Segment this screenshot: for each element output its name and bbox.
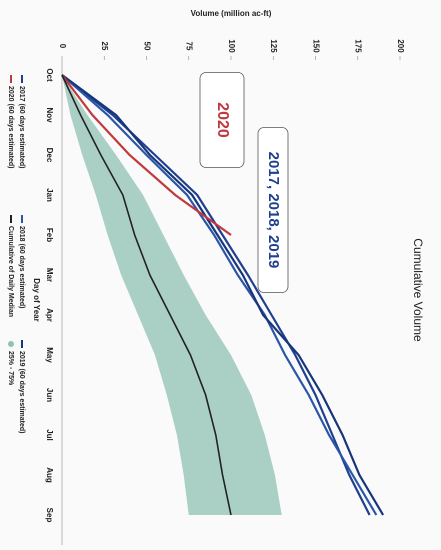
annotation-text: 2017, 2018, 2019 (265, 152, 282, 269)
x-tick-label: Jun (45, 388, 54, 402)
y-tick-label: 175 (354, 39, 363, 53)
y-tick-label: 75 (185, 42, 194, 51)
x-tick-label: Apr (45, 308, 54, 322)
series-line (61, 74, 232, 516)
x-tick-label: Dec (45, 148, 54, 163)
legend-label: 2020 (60 days estimated) (7, 86, 14, 169)
x-tick-label: Jan (45, 188, 54, 202)
x-tick-label: Mar (45, 268, 54, 282)
x-axis-title: Day of Year (32, 278, 41, 321)
legend-label: 2019 (60 days estimated) (18, 351, 25, 434)
annotation-box (199, 72, 245, 168)
legend-label: 2018 (60 days estimated) (18, 226, 25, 309)
x-tick-label: Oct (45, 68, 54, 82)
y-tick-label: 125 (269, 39, 278, 53)
legend-label: 2017 (60 days estimated) (18, 86, 25, 169)
legend-label: 25% - 75% (7, 351, 14, 386)
chart-title: Cumulative Volume (411, 238, 425, 342)
x-tick-label: Feb (45, 228, 54, 242)
y-tick-label: 25 (100, 42, 109, 51)
rotated-chart: Cumulative Volume Day of Year Volume (mi… (7, 9, 425, 545)
legend-label: Cumulative of Daily Median (7, 226, 14, 317)
legend-swatch (8, 341, 14, 347)
y-tick-label: 100 (227, 39, 236, 53)
x-tick-label: May (45, 347, 54, 363)
y-tick-label: 200 (396, 39, 405, 53)
y-tick-label: 0 (58, 44, 67, 49)
annotation-text: 2020 (214, 102, 231, 138)
series-line (61, 74, 371, 516)
y-tick-label: 50 (142, 42, 151, 51)
y-tick-label: 150 (311, 39, 320, 53)
x-tick-label: Sep (45, 508, 54, 523)
annotation-box (257, 127, 289, 293)
x-tick-label: Aug (45, 467, 54, 483)
x-tick-label: Jul (45, 429, 54, 441)
series-line (61, 74, 385, 516)
y-axis-title: Volume (million ac-ft) (191, 9, 272, 18)
series-line (61, 74, 232, 236)
x-tick-label: Nov (45, 107, 54, 123)
series-line (61, 74, 378, 516)
